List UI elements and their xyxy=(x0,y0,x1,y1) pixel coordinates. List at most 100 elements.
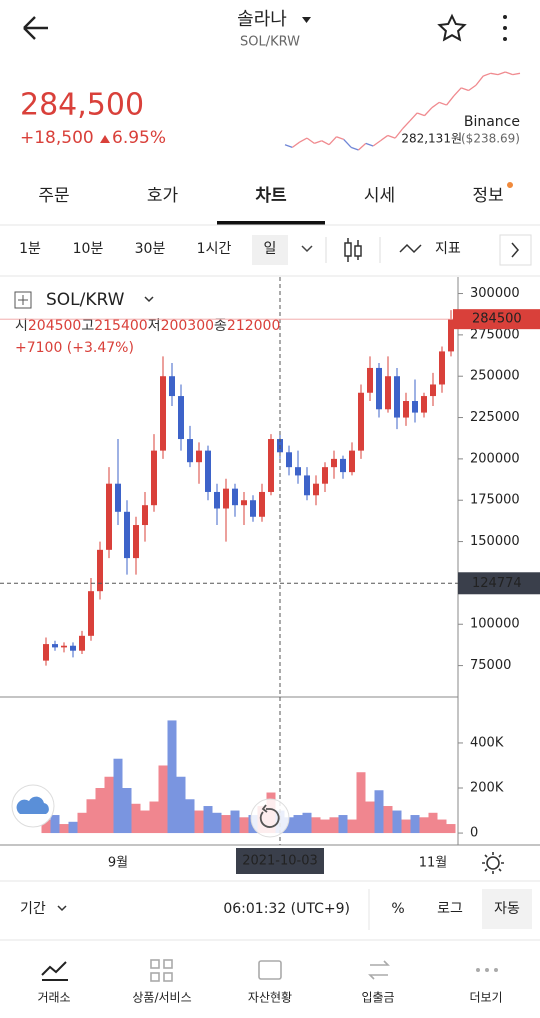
volume-bar xyxy=(176,776,186,834)
candle-body xyxy=(367,367,373,393)
dropdown-icon[interactable] xyxy=(302,17,311,23)
volume-bar xyxy=(365,801,375,834)
legend-value: 212000 xyxy=(227,318,280,334)
mini-segment xyxy=(394,128,404,139)
volume-bar xyxy=(203,806,213,834)
candle-body xyxy=(340,458,346,473)
volume-bar xyxy=(185,799,195,834)
ref-price-usd: ($238.69) xyxy=(461,132,520,146)
mini-segment xyxy=(328,136,337,146)
reset-icon xyxy=(259,804,280,828)
interval-bar: 1분 10분 30분 1시간 일 xyxy=(19,235,288,265)
chart-type-button[interactable] xyxy=(344,238,362,262)
back-button[interactable] xyxy=(23,16,48,40)
mini-segment xyxy=(358,142,367,151)
interval[interactable]: 10분 xyxy=(73,241,104,257)
y-tick-label: 200000 xyxy=(470,451,520,466)
interval[interactable]: 1시간 xyxy=(197,241,232,257)
legend-value: 200300 xyxy=(161,318,214,334)
candle-body xyxy=(52,644,58,648)
interval[interactable]: 30분 xyxy=(135,241,166,257)
symbol-dropdown[interactable] xyxy=(144,296,154,303)
cloud-icon xyxy=(16,796,49,814)
indicator-icon[interactable] xyxy=(399,243,422,254)
period-button[interactable]: 기간 xyxy=(20,901,46,917)
mini-segment xyxy=(299,137,308,143)
candle-body xyxy=(178,396,184,440)
interval[interactable]: 1분 xyxy=(19,241,41,257)
nav-icon xyxy=(368,960,390,980)
vol-tick-label: 0 xyxy=(470,826,478,841)
legend-value: 204500 xyxy=(28,318,81,334)
scale-button[interactable]: 자동 xyxy=(494,901,520,917)
candle-body xyxy=(421,396,427,413)
y-tick-label: 150000 xyxy=(470,534,520,549)
settings-button[interactable] xyxy=(486,856,500,870)
volume-bar xyxy=(446,824,456,834)
legend-change: +7100 (+3.47%) xyxy=(15,340,134,356)
floating-buttons xyxy=(11,784,290,838)
indicator-button[interactable]: 지표 xyxy=(435,241,461,257)
volume-bar xyxy=(140,810,150,834)
tab[interactable]: 시세 xyxy=(364,186,395,206)
mini-segment xyxy=(372,140,381,147)
auto-button-bg xyxy=(482,889,532,929)
bottom-nav: 거래소 상품/서비스 자산현황 입출금 더보기 xyxy=(37,959,503,1005)
reset-button[interactable] xyxy=(250,798,290,838)
add-indicator-icon[interactable] xyxy=(14,291,32,309)
candle-body xyxy=(331,458,337,468)
mini-segment xyxy=(336,136,344,141)
volume-bar xyxy=(50,815,60,834)
scale-button[interactable]: 로그 xyxy=(437,901,463,917)
nav-icon xyxy=(150,959,173,982)
coin-title[interactable]: 솔라나 xyxy=(237,9,287,30)
interval[interactable]: 일 xyxy=(264,241,277,257)
volume-bar xyxy=(221,815,231,834)
y-tick-label: 275000 xyxy=(470,327,520,342)
nav-item[interactable]: 더보기 xyxy=(469,991,502,1005)
period-dropdown[interactable] xyxy=(57,905,67,912)
nav-item[interactable]: 거래소 xyxy=(37,991,70,1005)
scale-button[interactable]: % xyxy=(391,901,404,917)
more-button[interactable] xyxy=(503,15,507,41)
y-tick-label: 225000 xyxy=(470,410,520,425)
mini-segment xyxy=(453,87,462,97)
volume-bar xyxy=(338,815,348,834)
tab[interactable]: 호가 xyxy=(147,186,179,206)
candle-body xyxy=(214,491,220,509)
time-zone: 06:01:32 (UTC+9) xyxy=(223,901,350,917)
tab[interactable]: 정보 xyxy=(472,186,503,206)
crosshair-date-bg xyxy=(236,848,324,874)
nav-item[interactable]: 입출금 xyxy=(361,991,394,1005)
scroll-button[interactable] xyxy=(499,234,532,266)
mini-segment xyxy=(497,71,506,76)
y-tick-label: 75000 xyxy=(470,658,511,673)
nav-item[interactable]: 자산현황 xyxy=(248,991,292,1005)
candle-body xyxy=(358,392,364,451)
volume-bar xyxy=(239,817,249,834)
active-tab-underline xyxy=(217,221,325,225)
favorite-button[interactable] xyxy=(437,13,467,42)
tab[interactable]: 차트 xyxy=(255,186,287,206)
mini-segment xyxy=(365,142,374,147)
candle-body xyxy=(97,549,103,592)
volume-bar xyxy=(149,801,159,834)
tab[interactable]: 주문 xyxy=(38,186,69,206)
volume-bar xyxy=(437,819,447,834)
tab-bar: 주문 호가 차트 시세 정보 xyxy=(38,182,513,225)
interval-dropdown[interactable] xyxy=(301,245,313,253)
chart-symbol[interactable]: SOL/KRW xyxy=(46,290,125,310)
candle-body xyxy=(385,376,391,410)
candle-body xyxy=(124,511,130,559)
candle-body xyxy=(151,450,157,506)
candle-body xyxy=(187,439,193,463)
candle-body xyxy=(448,319,454,352)
nav-item[interactable]: 상품/서비스 xyxy=(132,991,191,1005)
mini-segment xyxy=(424,107,433,117)
candle-body xyxy=(43,644,49,661)
legend-label: 저 xyxy=(148,318,161,334)
volume-bar xyxy=(86,799,96,834)
mini-segment xyxy=(409,112,418,122)
volume-bar xyxy=(41,819,51,834)
